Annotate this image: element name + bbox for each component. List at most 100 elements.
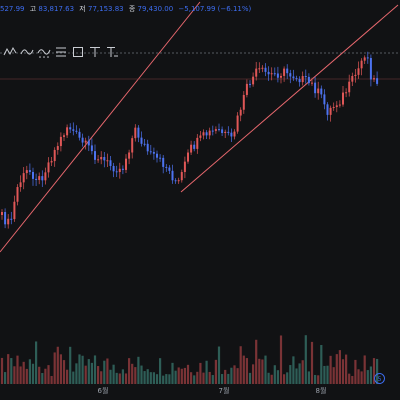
candle-body [258,68,261,70]
volume-bar [62,360,66,384]
box-icon[interactable] [70,44,86,60]
candle-body [162,157,165,167]
low-label: 저 [79,5,86,13]
volume-bar [190,372,193,384]
candle-body [298,79,301,83]
volume-bar [366,370,369,384]
candle-body [16,187,19,202]
volume-bar [168,374,171,384]
volume-bar [196,371,199,384]
candle-body [137,127,140,138]
volume-bar [152,372,155,384]
candle-body [218,129,220,131]
volume-bar [78,354,81,384]
volume-bar [162,375,165,384]
volume-bar [47,365,50,384]
volume-bar [180,368,183,384]
candle-body [152,151,155,154]
volume-bar [329,355,332,384]
candle-body [351,76,354,82]
volume-bar [66,369,69,384]
volume-bar [345,354,348,384]
volume-bar [174,370,177,384]
text-marker-icon[interactable] [104,44,120,60]
volume-bar [298,363,301,384]
wave-icon[interactable] [19,44,35,60]
volume-bar [354,359,357,384]
volume-bar [335,354,338,384]
volume-bar [267,372,270,384]
volume-bar [93,355,97,384]
candle-body [208,130,211,136]
candle-body [25,170,28,174]
volume-bar [171,362,174,384]
volume-bar [90,362,93,384]
candle-body [183,161,186,173]
candle-body [264,67,267,72]
volume-bar [360,371,363,384]
open-value: 527.99 [0,5,25,13]
volume-bar [341,359,345,384]
candle-body [47,162,50,173]
candle-body [59,136,62,147]
trendlines [0,1,399,253]
volume-bar [221,374,224,384]
text-icon[interactable] [87,44,103,60]
volume-bar [19,366,22,384]
volume-bar [137,356,140,384]
volume-bar [140,365,143,384]
candle-body [227,131,230,133]
volume-bar [205,360,208,384]
wave-dots-icon[interactable] [36,44,52,60]
candle-body [22,173,25,183]
zigzag-icon[interactable] [2,44,18,60]
volume-bar [41,373,44,384]
candle-body [329,107,332,115]
indicator-badge[interactable]: 5 [374,373,385,384]
candle-body [90,145,93,152]
volume-bar [103,360,106,384]
candle-body [354,74,357,77]
candles [1,51,379,229]
candle-body [72,129,75,131]
close-label: 종 [128,5,136,13]
candle-body [38,176,41,180]
candle-body [369,58,372,80]
volume-bar [81,355,84,384]
volume-bar [143,371,146,384]
candle-body [242,94,245,110]
candle-body [363,57,366,61]
volume-bar [211,375,214,384]
candle-body [109,160,112,166]
candle-body [94,151,96,160]
candle-body [245,83,248,95]
candle-body [180,172,183,181]
change-value: −5,107.99 (−6.11%) [178,5,252,13]
candle-body [41,176,44,181]
volume-bar [295,368,298,384]
trendline-right[interactable] [180,4,399,193]
candle-body [283,68,286,76]
volume-bar [332,367,335,384]
volume-bar [276,370,279,384]
text-lines-icon[interactable] [53,44,69,60]
candle-body [255,68,258,77]
candle-body [84,140,87,143]
volume-bar [264,355,267,384]
candle-body [131,138,134,153]
candle-body [106,160,109,162]
candle-body [280,75,282,78]
drawing-toolbar [2,44,120,60]
candle-body [115,171,118,173]
candle-body [214,129,217,131]
candle-body [317,88,320,94]
candle-body [156,153,158,158]
volume-bar [97,366,100,384]
candle-body [125,158,127,170]
candle-body [1,212,3,215]
trendline-left[interactable] [0,1,201,253]
volume-bar [283,374,286,384]
candle-body [50,161,53,163]
volume-bar [239,346,242,384]
